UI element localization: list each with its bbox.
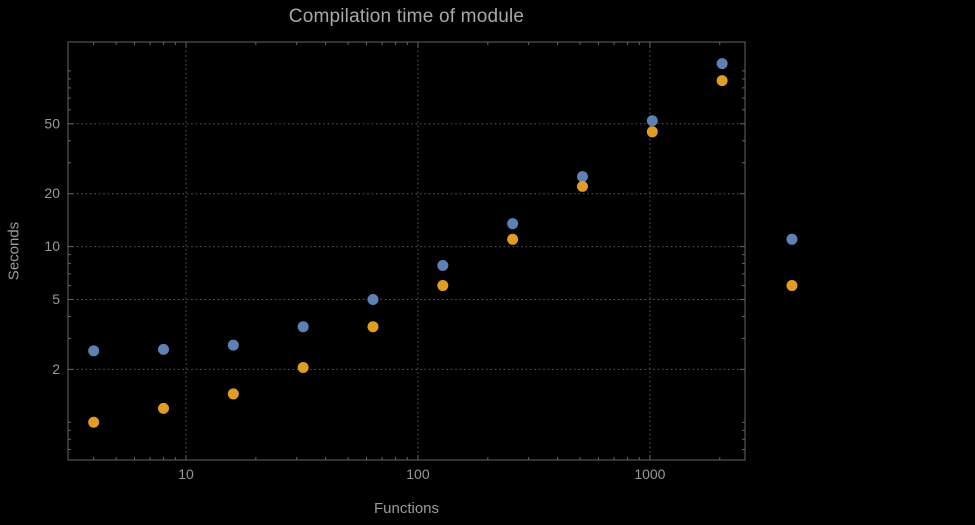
data-point-orange-x4096 bbox=[786, 280, 798, 292]
plot-frame bbox=[67, 41, 746, 461]
chart-title: Compilation time of module bbox=[288, 6, 525, 27]
data-point-orange-x8 bbox=[158, 402, 170, 414]
y-tick-label-50: 50 bbox=[44, 115, 60, 131]
data-point-orange-x2048 bbox=[716, 75, 728, 87]
x-tick-label-10: 10 bbox=[178, 466, 194, 482]
data-point-orange-x512 bbox=[576, 180, 588, 192]
data-point-blue-x4 bbox=[88, 345, 100, 357]
data-point-orange-x1024 bbox=[646, 126, 658, 138]
data-point-blue-x64 bbox=[367, 293, 379, 305]
y-tick-label-20: 20 bbox=[44, 185, 60, 201]
x-tick-label-1000: 1000 bbox=[634, 466, 665, 482]
data-point-blue-x2048 bbox=[716, 58, 728, 70]
data-point-blue-x16 bbox=[227, 339, 239, 351]
data-point-orange-x256 bbox=[507, 233, 519, 245]
data-point-blue-x4096 bbox=[786, 233, 798, 245]
x-tick-label-100: 100 bbox=[406, 466, 430, 482]
data-point-orange-x32 bbox=[297, 362, 309, 374]
data-point-orange-x4 bbox=[88, 416, 100, 428]
data-point-orange-x64 bbox=[367, 321, 379, 333]
data-point-blue-x512 bbox=[576, 171, 588, 183]
data-point-blue-x128 bbox=[437, 260, 449, 272]
data-point-orange-x128 bbox=[437, 280, 449, 292]
data-point-blue-x8 bbox=[158, 343, 170, 355]
y-tick-label-5: 5 bbox=[52, 291, 60, 307]
data-point-blue-x32 bbox=[297, 321, 309, 333]
y-tick-label-2: 2 bbox=[52, 361, 60, 377]
data-point-orange-x16 bbox=[227, 388, 239, 400]
data-point-blue-x1024 bbox=[646, 115, 658, 127]
x-axis-label: Functions bbox=[373, 500, 440, 517]
y-tick-label-10: 10 bbox=[44, 238, 60, 254]
data-point-blue-x256 bbox=[507, 218, 519, 230]
